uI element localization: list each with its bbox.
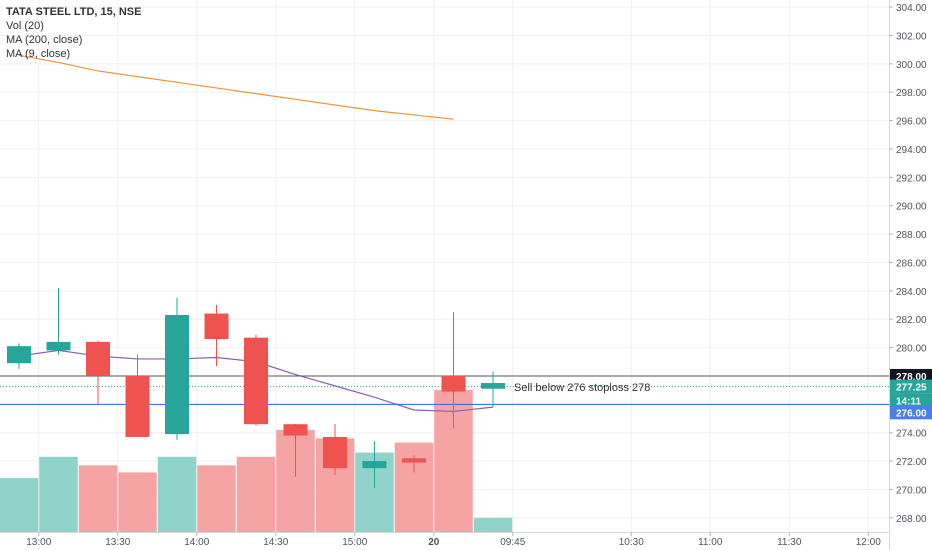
price-tick-label: 274.00 xyxy=(896,429,927,440)
price-tick-label: 268.00 xyxy=(896,514,927,525)
candle[interactable] xyxy=(204,305,229,367)
time-tick-label: 14:00 xyxy=(184,537,209,548)
price-tick-label: 296.00 xyxy=(896,117,927,128)
ma200-line xyxy=(18,54,454,120)
time-tick-label: 11:30 xyxy=(777,537,802,548)
volume-bar xyxy=(78,465,118,532)
price-badge-278-bg xyxy=(890,368,932,383)
volume-bar xyxy=(39,456,78,532)
price-badge-278[interactable]: 278.00 xyxy=(896,372,927,383)
time-tick-label: 15:00 xyxy=(342,537,367,548)
price-tick-label: 294.00 xyxy=(896,145,927,156)
price-tick-label: 282.00 xyxy=(896,315,927,326)
price-tick-label: 302.00 xyxy=(896,31,927,42)
price-tick-label: 272.00 xyxy=(896,457,927,468)
price-badge-276[interactable]: 276.00 xyxy=(896,408,927,419)
candle[interactable] xyxy=(125,354,150,437)
volume-bar xyxy=(157,456,197,532)
candle-body[interactable] xyxy=(323,436,347,469)
price-tick-label: 298.00 xyxy=(896,88,927,99)
candle-body[interactable] xyxy=(362,461,387,469)
price-tick-label: 280.00 xyxy=(896,344,927,355)
legend-volume[interactable]: Vol (20) xyxy=(6,20,44,32)
time-tick-label: 20 xyxy=(428,537,440,548)
countdown-badge-bg xyxy=(890,393,932,408)
candle-body[interactable] xyxy=(204,313,229,340)
time-tick-label: 11:00 xyxy=(698,537,723,548)
candle[interactable] xyxy=(481,371,505,408)
price-tick-label: 270.00 xyxy=(896,485,927,496)
candle-body[interactable] xyxy=(165,314,189,435)
volume-bar xyxy=(197,465,236,532)
time-tick-label: 12:00 xyxy=(856,537,881,548)
candle[interactable] xyxy=(402,455,426,473)
volume-bar xyxy=(236,456,276,532)
candle-body[interactable] xyxy=(481,383,505,389)
legend-ma200[interactable]: MA (200, close) xyxy=(6,34,83,46)
price-badge-last[interactable]: 277.25 xyxy=(896,383,927,394)
candle[interactable] xyxy=(283,424,308,477)
price-badge-last-bg xyxy=(890,379,932,394)
ma200-path xyxy=(18,54,454,120)
candle-body[interactable] xyxy=(244,337,268,425)
candle[interactable] xyxy=(46,287,71,355)
candle[interactable] xyxy=(323,424,347,476)
candle-body[interactable] xyxy=(86,341,110,376)
time-tick-label: 09:45 xyxy=(500,537,525,548)
countdown-badge[interactable]: 14:11 xyxy=(896,397,921,408)
price-tick-label: 304.00 xyxy=(896,3,927,14)
candle-body[interactable] xyxy=(441,375,466,392)
candle-body[interactable] xyxy=(7,346,31,364)
volume-bar xyxy=(473,517,513,532)
candle-body[interactable] xyxy=(46,341,71,351)
time-tick-label: 13:30 xyxy=(105,537,130,548)
volume-bar xyxy=(0,478,39,532)
price-tick-label: 288.00 xyxy=(896,230,927,241)
time-axis[interactable]: 13:00 13:30 14:00 14:30 15:00 20 09:45 10:30 11:… xyxy=(0,532,889,548)
price-tick-label: 300.00 xyxy=(896,60,927,71)
volume-bar xyxy=(118,472,157,532)
price-axis[interactable]: 268.00 270.00 272.00 274.00 276.00 278.00 280.… xyxy=(889,0,932,550)
candle[interactable] xyxy=(244,334,268,426)
candle-body[interactable] xyxy=(283,424,308,436)
candle-body[interactable] xyxy=(125,375,150,437)
time-tick-label: 14:30 xyxy=(263,537,288,548)
price-tick-label: 284.00 xyxy=(896,287,927,298)
candle[interactable] xyxy=(7,343,31,369)
time-tick-label: 13:00 xyxy=(26,537,51,548)
price-tick-label: 292.00 xyxy=(896,173,927,184)
candle[interactable] xyxy=(441,312,466,429)
price-tick-label: 286.00 xyxy=(896,258,927,269)
candle[interactable] xyxy=(86,340,110,405)
price-axis-bg xyxy=(889,0,932,550)
candle-body[interactable] xyxy=(402,458,426,463)
candlesticks[interactable] xyxy=(7,287,505,489)
price-badge-276-bg xyxy=(890,405,932,420)
price-tick-label: 290.00 xyxy=(896,202,927,213)
time-tick-label: 10:30 xyxy=(619,537,644,548)
chart-legend: TATA STEEL LTD, 15, NSE Vol (20) MA (200… xyxy=(6,5,141,61)
symbol-title[interactable]: TATA STEEL LTD, 15, NSE xyxy=(6,6,142,18)
legend-ma9[interactable]: MA (9, close) xyxy=(6,48,71,60)
candle[interactable] xyxy=(362,441,387,489)
trade-note[interactable]: Sell below 276 stoploss 278 xyxy=(514,382,650,394)
candle[interactable] xyxy=(165,297,189,440)
